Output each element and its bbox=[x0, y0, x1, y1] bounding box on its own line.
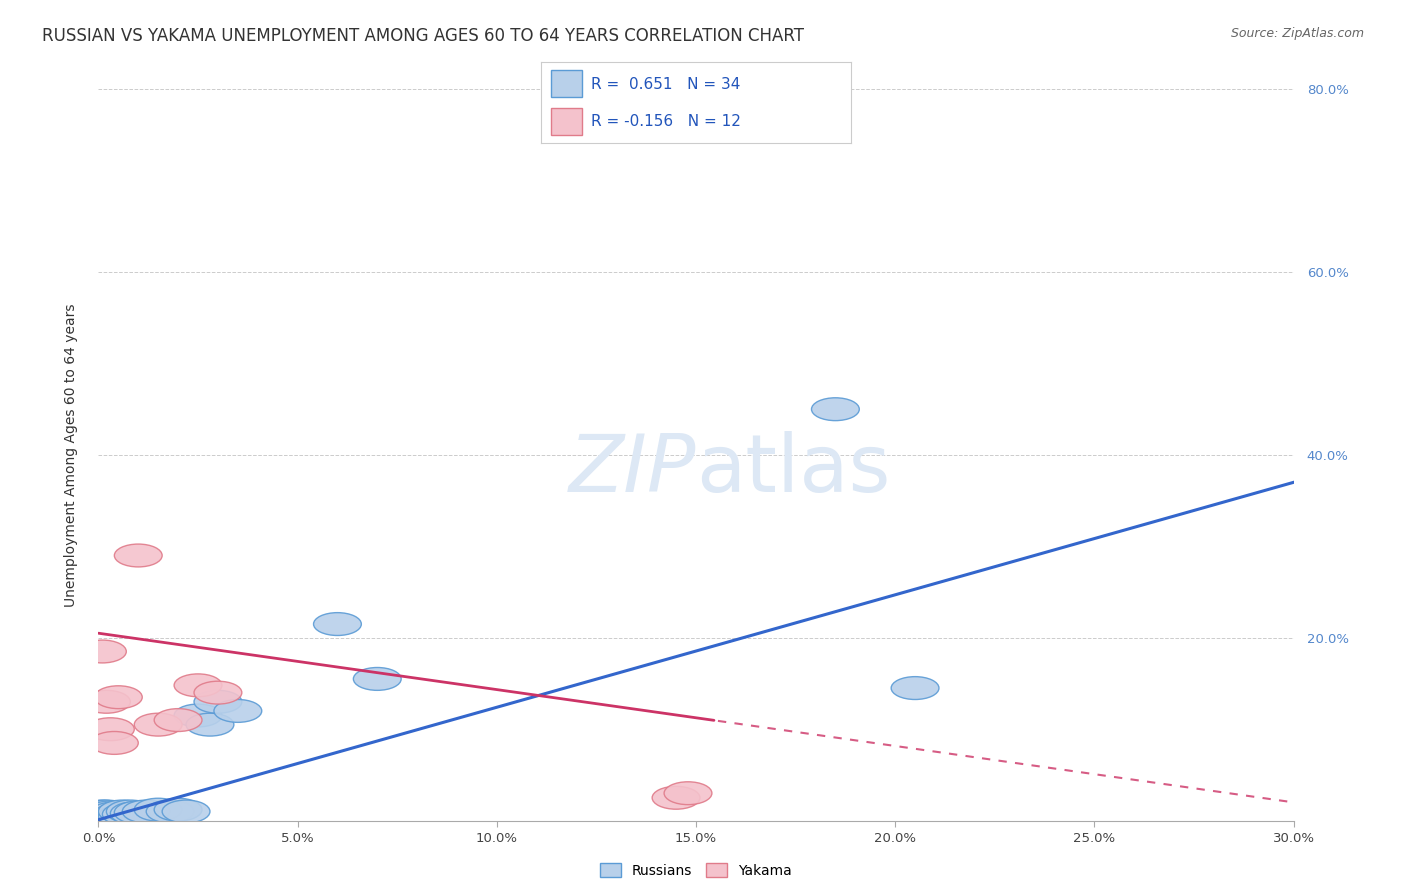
Ellipse shape bbox=[135, 798, 183, 822]
Legend: Russians, Yakama: Russians, Yakama bbox=[595, 857, 797, 883]
Ellipse shape bbox=[214, 699, 262, 723]
Ellipse shape bbox=[83, 800, 131, 823]
Text: RUSSIAN VS YAKAMA UNEMPLOYMENT AMONG AGES 60 TO 64 YEARS CORRELATION CHART: RUSSIAN VS YAKAMA UNEMPLOYMENT AMONG AGE… bbox=[42, 27, 804, 45]
Ellipse shape bbox=[186, 714, 233, 736]
Ellipse shape bbox=[114, 801, 162, 824]
Ellipse shape bbox=[79, 802, 127, 825]
Ellipse shape bbox=[162, 800, 209, 823]
Ellipse shape bbox=[98, 800, 146, 823]
Y-axis label: Unemployment Among Ages 60 to 64 years: Unemployment Among Ages 60 to 64 years bbox=[63, 303, 77, 607]
Ellipse shape bbox=[90, 731, 138, 755]
Ellipse shape bbox=[87, 718, 135, 740]
Ellipse shape bbox=[107, 800, 155, 823]
Ellipse shape bbox=[87, 804, 135, 827]
Ellipse shape bbox=[194, 681, 242, 704]
Ellipse shape bbox=[87, 805, 135, 829]
Ellipse shape bbox=[83, 803, 131, 826]
Ellipse shape bbox=[83, 805, 131, 828]
Ellipse shape bbox=[664, 781, 711, 805]
Ellipse shape bbox=[135, 714, 183, 736]
Ellipse shape bbox=[83, 690, 131, 714]
Ellipse shape bbox=[94, 805, 142, 829]
Ellipse shape bbox=[90, 805, 138, 828]
Ellipse shape bbox=[811, 398, 859, 421]
Ellipse shape bbox=[98, 805, 146, 828]
Ellipse shape bbox=[122, 800, 170, 823]
Ellipse shape bbox=[79, 806, 127, 830]
Ellipse shape bbox=[314, 613, 361, 635]
Ellipse shape bbox=[174, 673, 222, 697]
Ellipse shape bbox=[155, 708, 202, 731]
Ellipse shape bbox=[652, 787, 700, 809]
Ellipse shape bbox=[194, 690, 242, 714]
Ellipse shape bbox=[114, 544, 162, 567]
Text: R =  0.651   N = 34: R = 0.651 N = 34 bbox=[591, 77, 740, 92]
Ellipse shape bbox=[83, 806, 131, 830]
FancyBboxPatch shape bbox=[551, 108, 582, 135]
Text: Source: ZipAtlas.com: Source: ZipAtlas.com bbox=[1230, 27, 1364, 40]
Text: atlas: atlas bbox=[696, 431, 890, 508]
Ellipse shape bbox=[891, 677, 939, 699]
Ellipse shape bbox=[94, 803, 142, 826]
Ellipse shape bbox=[90, 802, 138, 825]
Ellipse shape bbox=[155, 798, 202, 822]
Ellipse shape bbox=[174, 704, 222, 727]
Ellipse shape bbox=[79, 805, 127, 828]
Ellipse shape bbox=[146, 800, 194, 823]
Ellipse shape bbox=[87, 801, 135, 824]
FancyBboxPatch shape bbox=[551, 70, 582, 97]
Ellipse shape bbox=[103, 803, 150, 826]
Text: R = -0.156   N = 12: R = -0.156 N = 12 bbox=[591, 113, 741, 128]
Ellipse shape bbox=[79, 800, 127, 823]
Ellipse shape bbox=[94, 686, 142, 708]
Text: ZIP: ZIP bbox=[568, 431, 696, 508]
Ellipse shape bbox=[111, 802, 159, 825]
Ellipse shape bbox=[353, 667, 401, 690]
Ellipse shape bbox=[79, 640, 127, 663]
